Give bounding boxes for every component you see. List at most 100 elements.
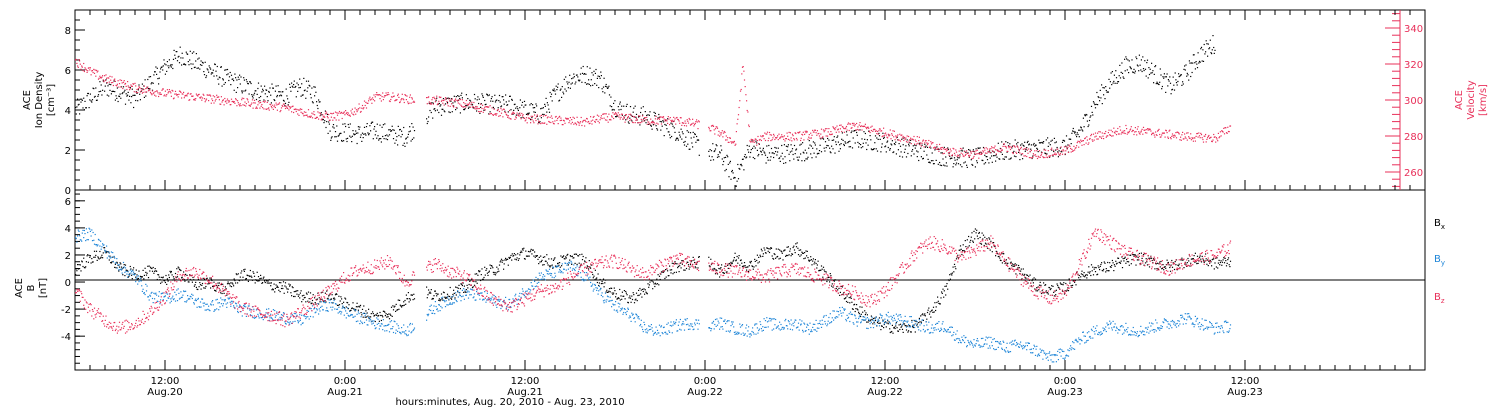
bx-point — [288, 289, 289, 290]
density-point — [483, 97, 484, 98]
velocity-point — [174, 94, 175, 95]
density-point — [443, 98, 444, 99]
b-tick-label: -2 — [61, 305, 71, 316]
velocity-point — [765, 140, 766, 141]
velocity-point — [116, 85, 117, 86]
density-point — [562, 86, 563, 87]
density-point — [860, 144, 861, 145]
density-point — [636, 114, 637, 115]
density-point — [627, 104, 628, 105]
velocity-point — [159, 94, 160, 95]
density-point — [614, 109, 615, 110]
density-point — [889, 150, 890, 151]
density-point — [455, 109, 456, 110]
bx-point — [579, 263, 580, 264]
velocity-point — [1036, 150, 1037, 151]
bx-point — [593, 277, 594, 278]
velocity-point — [781, 134, 782, 135]
velocity-point — [509, 110, 510, 111]
bx-point — [94, 251, 95, 252]
density-point — [801, 144, 802, 145]
density-point — [691, 137, 692, 138]
velocity-point — [958, 155, 959, 156]
velocity-point — [1141, 130, 1142, 131]
density-point — [591, 79, 592, 80]
density-point — [232, 78, 233, 79]
density-point — [359, 129, 360, 130]
velocity-point — [666, 120, 667, 121]
bx-point — [193, 279, 194, 280]
bx-point — [95, 255, 96, 256]
velocity-point — [658, 124, 659, 125]
bx-point — [301, 290, 302, 291]
bx-point — [124, 275, 125, 276]
density-point — [1138, 65, 1139, 66]
bx-point — [260, 275, 261, 276]
density-point — [788, 144, 789, 145]
velocity-point — [433, 104, 434, 105]
density-point — [654, 115, 655, 116]
density-point — [1174, 90, 1175, 91]
bx-point — [522, 248, 523, 249]
bx-point — [374, 315, 375, 316]
velocity-point — [751, 141, 752, 142]
velocity-point — [564, 120, 565, 121]
velocity-point — [1002, 149, 1003, 150]
velocity-point — [620, 117, 621, 118]
velocity-point — [534, 114, 535, 115]
bx-point — [408, 292, 409, 293]
bx-point — [872, 323, 873, 324]
bx-point — [120, 263, 121, 264]
density-point — [381, 141, 382, 142]
velocity-point — [243, 98, 244, 99]
bx-point — [755, 265, 756, 266]
density-point — [265, 93, 266, 94]
density-point — [1188, 80, 1189, 81]
density-point — [384, 138, 385, 139]
velocity-point — [749, 126, 750, 127]
velocity-point — [215, 100, 216, 101]
density-point — [976, 148, 977, 149]
x-tick-date: Aug.22 — [867, 387, 902, 398]
bx-point — [498, 271, 499, 272]
velocity-point — [598, 121, 599, 122]
density-point — [1151, 63, 1152, 64]
density-point — [606, 86, 607, 87]
velocity-point — [111, 76, 112, 77]
velocity-point — [674, 118, 675, 119]
velocity-point — [90, 67, 91, 68]
velocity-point — [81, 65, 82, 66]
velocity-point — [130, 84, 131, 85]
velocity-point — [659, 119, 660, 120]
velocity-point — [171, 96, 172, 97]
bx-point — [768, 251, 769, 252]
density-point — [810, 153, 811, 154]
density-point — [361, 134, 362, 135]
density-point — [687, 144, 688, 145]
bx-point — [492, 266, 493, 267]
velocity-point — [654, 122, 655, 123]
density-point — [1075, 134, 1076, 135]
velocity-point — [839, 125, 840, 126]
density-point — [573, 74, 574, 75]
velocity-point — [1225, 127, 1226, 128]
velocity-point — [330, 120, 331, 121]
bx-point — [122, 274, 123, 275]
velocity-point — [261, 104, 262, 105]
bx-point — [186, 279, 187, 280]
density-point — [318, 99, 319, 100]
velocity-point — [850, 124, 851, 125]
density-point — [256, 99, 257, 100]
density-point — [859, 143, 860, 144]
velocity-point — [414, 102, 415, 103]
bx-point — [778, 249, 779, 250]
velocity-point — [465, 103, 466, 104]
density-point — [955, 160, 956, 161]
velocity-point — [397, 95, 398, 96]
density-point — [1114, 75, 1115, 76]
bx-point — [794, 249, 795, 250]
bx-point — [773, 259, 774, 260]
density-point — [229, 76, 230, 77]
velocity-point — [144, 86, 145, 87]
velocity-point — [1140, 132, 1141, 133]
